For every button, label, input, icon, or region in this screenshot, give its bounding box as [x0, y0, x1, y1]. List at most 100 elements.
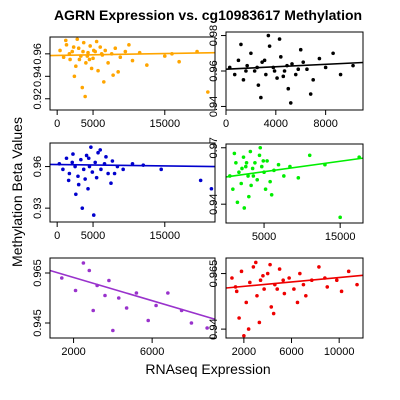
x-tick-label: 2000: [232, 346, 256, 358]
data-point: [88, 44, 92, 48]
data-point: [251, 265, 256, 269]
x-tick-label: 5000: [81, 118, 105, 130]
data-point: [253, 161, 257, 165]
data-point: [237, 170, 241, 175]
data-point: [239, 269, 244, 274]
y-tick-label: 0.965: [32, 259, 44, 287]
y-tick-label: 0.94: [208, 318, 220, 339]
data-point: [257, 320, 262, 325]
data-point: [76, 46, 81, 51]
data-point: [244, 300, 249, 305]
data-point: [111, 73, 115, 77]
data-point: [271, 311, 276, 316]
data-point: [209, 186, 214, 191]
x-axis-title: RNAseq Expression: [145, 361, 270, 377]
data-point: [264, 72, 268, 77]
panel-5: 2000 6000 0.945 0.965: [32, 257, 216, 358]
x-tick-label: 6000: [279, 346, 303, 358]
data-point: [86, 50, 90, 55]
data-point: [244, 161, 249, 165]
y-tick-label: 0.965: [208, 260, 220, 288]
data-point: [239, 181, 244, 186]
x-tick-label: 0: [54, 230, 60, 242]
data-point: [232, 72, 237, 77]
y-tick-label: 0.94: [208, 193, 220, 214]
data-point: [103, 48, 108, 53]
data-point: [93, 160, 97, 165]
data-point: [235, 200, 240, 205]
data-point: [275, 287, 280, 291]
data-point: [248, 280, 252, 285]
data-point: [266, 33, 271, 38]
data-point: [86, 186, 90, 191]
data-point: [96, 150, 100, 155]
x-tick-label: 0: [223, 118, 229, 130]
data-point: [247, 194, 251, 199]
data-point: [72, 74, 77, 79]
data-point: [74, 64, 78, 68]
data-point: [276, 162, 281, 167]
data-point: [242, 206, 247, 210]
data-point: [113, 46, 118, 51]
x-tick-label: 5000: [252, 231, 276, 243]
data-point: [282, 174, 286, 178]
data-point: [87, 268, 92, 273]
data-point: [288, 101, 293, 105]
y-tick-label: 0.96: [32, 43, 44, 64]
data-point: [250, 166, 255, 171]
data-point: [311, 78, 315, 82]
data-point: [198, 178, 203, 183]
data-point: [91, 56, 95, 61]
data-point: [261, 273, 265, 278]
data-point: [301, 282, 306, 287]
data-point: [84, 153, 89, 158]
data-point: [102, 80, 106, 84]
data-point: [331, 51, 335, 56]
data-point: [265, 159, 269, 163]
data-point: [118, 55, 123, 60]
trend-line: [49, 51, 216, 57]
data-point: [281, 278, 285, 283]
data-point: [259, 95, 263, 100]
data-point: [116, 296, 121, 300]
trend-line: [49, 269, 216, 321]
data-point: [59, 276, 64, 280]
data-point: [58, 48, 62, 53]
y-axis-title: Methylation Beta Values: [9, 117, 25, 267]
data-point: [262, 287, 266, 291]
data-point: [236, 58, 241, 63]
trend-line: [49, 163, 216, 168]
data-point: [269, 192, 274, 197]
data-point: [296, 67, 301, 72]
x-tick-label: 6000: [140, 346, 164, 358]
x-tick-label: 10000: [324, 346, 355, 358]
data-point: [249, 51, 253, 56]
x-tick-label: 4000: [264, 118, 288, 130]
data-point: [111, 328, 115, 333]
data-point: [255, 177, 260, 182]
data-point: [103, 293, 107, 298]
x-tick-label: 0: [54, 118, 60, 130]
trend-line: [225, 61, 364, 71]
data-point: [66, 178, 71, 183]
data-point: [338, 215, 342, 220]
y-tick-label: 0.945: [32, 309, 44, 337]
data-point: [206, 90, 210, 94]
data-point: [107, 278, 111, 283]
y-tick-label: 0.93: [32, 197, 44, 218]
data-point: [146, 318, 151, 323]
data-point: [257, 153, 262, 158]
data-point: [166, 291, 170, 295]
plot-frame: [49, 257, 216, 339]
data-point: [307, 153, 312, 158]
data-point: [244, 69, 248, 73]
data-point: [317, 265, 321, 269]
data-point: [94, 175, 99, 180]
plot-frame: [225, 257, 364, 339]
data-point: [64, 156, 69, 161]
data-point: [272, 69, 277, 73]
panel-2: 0 4000 8000 0.94 0.96 0.98: [208, 25, 364, 130]
y-tick-label: 0.97: [208, 137, 220, 158]
data-point: [287, 276, 291, 280]
